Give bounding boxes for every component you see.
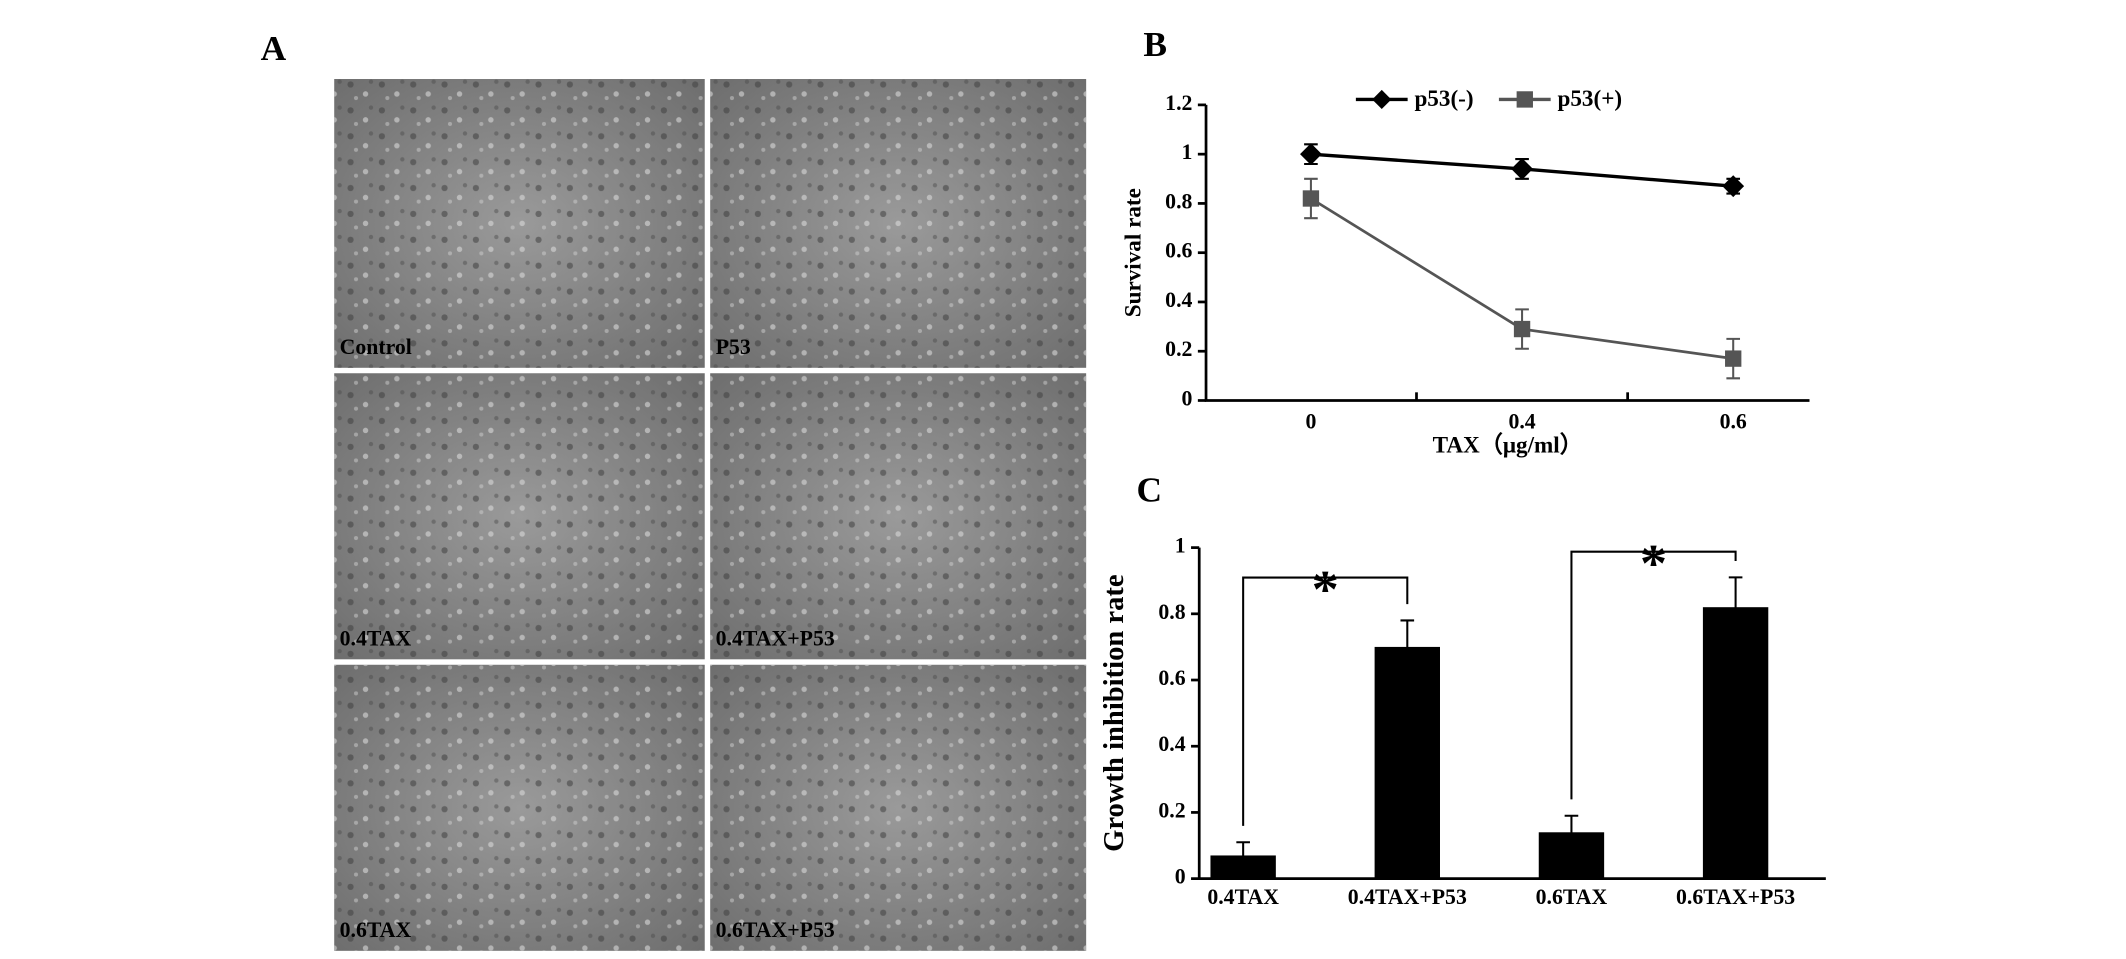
significance-bracket xyxy=(1570,550,1737,800)
micrograph-label: Control xyxy=(340,335,412,359)
legend-marker xyxy=(1516,91,1533,108)
error-bar xyxy=(1236,841,1250,870)
y-tick-label: 0.4 xyxy=(1158,732,1185,756)
y-tick-label: 0 xyxy=(1175,865,1186,889)
error-bar xyxy=(1564,814,1579,850)
y-tick-label: 1.2 xyxy=(1165,91,1192,115)
x-tick-label: 0.4TAX xyxy=(1207,885,1279,909)
significance-mark: * xyxy=(1312,559,1339,620)
significance-bracket xyxy=(1242,576,1409,826)
x-tick-label: 0.6 xyxy=(1720,410,1747,434)
y-tick-label: 0.4 xyxy=(1165,288,1192,312)
micrograph-texture xyxy=(334,79,705,368)
micrograph-texture xyxy=(710,373,1087,660)
y-tick-label: 0.8 xyxy=(1165,189,1192,213)
y-tick-label: 0.8 xyxy=(1158,600,1185,624)
micrograph-label: 0.6TAX+P53 xyxy=(716,918,835,942)
y-tick-label: 1 xyxy=(1175,534,1186,558)
x-tick-label: 0.6TAX+P53 xyxy=(1676,885,1795,909)
micrograph-texture xyxy=(334,664,705,951)
micrograph-label: 0.4TAX xyxy=(340,627,412,651)
y-tick-label: 0 xyxy=(1182,386,1193,410)
y-tick-label: 0.6 xyxy=(1158,666,1185,690)
marker xyxy=(1725,350,1742,367)
micrograph-texture xyxy=(334,373,705,660)
marker xyxy=(1513,320,1531,338)
x-tick-label: 0.4 xyxy=(1508,410,1535,434)
y-axis-label: Growth inhibition rate xyxy=(1099,574,1130,852)
x-tick-label: 0 xyxy=(1305,410,1316,434)
y-tick-label: 0.6 xyxy=(1165,239,1192,263)
y-tick-label: 0.2 xyxy=(1158,798,1185,822)
marker xyxy=(1722,175,1745,198)
y-tick-label: 1 xyxy=(1182,140,1193,164)
y-tick-label: 0.2 xyxy=(1165,337,1192,361)
x-tick-label: 0.4TAX+P53 xyxy=(1348,885,1467,909)
y-axis-label: Survival rate xyxy=(1121,188,1147,317)
micrograph-texture xyxy=(710,664,1087,951)
panel-label: C xyxy=(1137,469,1163,509)
legend-label: p53(+) xyxy=(1557,86,1622,112)
micrograph-texture xyxy=(710,79,1087,368)
bar xyxy=(1374,646,1440,879)
micrograph-label: 0.4TAX+P53 xyxy=(716,627,835,651)
x-tick-label: 0.6TAX xyxy=(1536,885,1608,909)
panel-label: A xyxy=(261,28,287,68)
legend-marker xyxy=(1372,89,1392,109)
error-bar xyxy=(1400,619,1415,675)
legend-label: p53(-) xyxy=(1414,86,1473,112)
significance-mark: * xyxy=(1640,533,1667,594)
panel-label: B xyxy=(1143,24,1167,64)
marker xyxy=(1300,143,1322,166)
x-axis-label: TAX（μg/ml） xyxy=(1433,431,1583,458)
error-bar xyxy=(1728,576,1743,639)
bar xyxy=(1702,607,1769,879)
micrograph-label: P53 xyxy=(716,335,751,359)
marker xyxy=(1511,158,1533,180)
axis xyxy=(1204,104,1810,402)
micrograph-label: 0.6TAX xyxy=(340,918,412,942)
marker xyxy=(1302,190,1320,207)
